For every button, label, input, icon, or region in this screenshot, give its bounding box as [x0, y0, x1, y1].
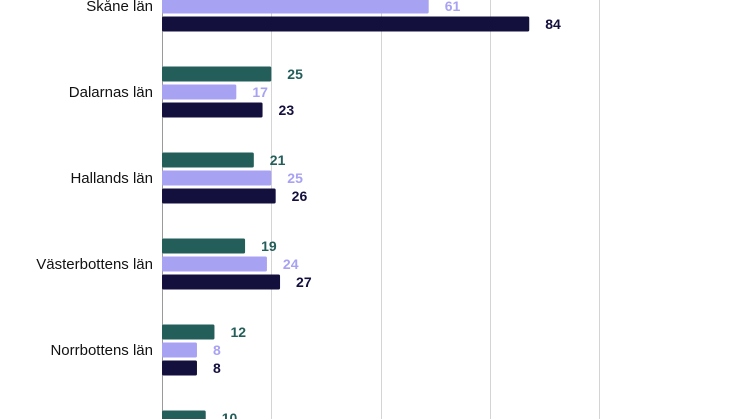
data-label: 12 — [230, 324, 246, 340]
bar — [162, 410, 206, 419]
category-label: Skåne län — [86, 0, 153, 15]
data-label: 27 — [296, 274, 312, 290]
data-label: 10 — [222, 410, 238, 419]
data-label: 61 — [445, 0, 461, 14]
bar — [162, 84, 237, 100]
data-label: 23 — [279, 102, 295, 118]
category-label: Västerbottens län — [36, 256, 153, 273]
gridlines — [162, 0, 600, 419]
category-label: Hallands län — [70, 170, 153, 187]
bar — [162, 16, 530, 32]
data-label: 84 — [545, 16, 561, 32]
bar — [162, 274, 281, 290]
data-label: 21 — [270, 152, 286, 168]
bar — [162, 152, 254, 168]
data-label: 26 — [292, 188, 308, 204]
bar — [162, 360, 197, 376]
bar — [162, 324, 215, 340]
data-label: 19 — [261, 238, 277, 254]
data-label: 25 — [287, 66, 303, 82]
data-label: 8 — [213, 342, 221, 358]
bar — [162, 102, 263, 118]
bars — [162, 0, 530, 419]
bar — [162, 170, 272, 186]
bar — [162, 342, 197, 358]
data-label: 24 — [283, 256, 299, 272]
bar — [162, 188, 276, 204]
data-label: 25 — [287, 170, 303, 186]
data-label: 17 — [252, 84, 268, 100]
bar — [162, 0, 429, 14]
bar — [162, 256, 267, 272]
category-label: Dalarnas län — [69, 84, 153, 101]
bar — [162, 66, 272, 82]
data-label: 8 — [213, 360, 221, 376]
category-label: Norrbottens län — [50, 342, 153, 359]
bar — [162, 238, 246, 254]
labels: Skåne län 61 84 Dalarnas län 25 17 23 Hallands … — [36, 0, 561, 419]
